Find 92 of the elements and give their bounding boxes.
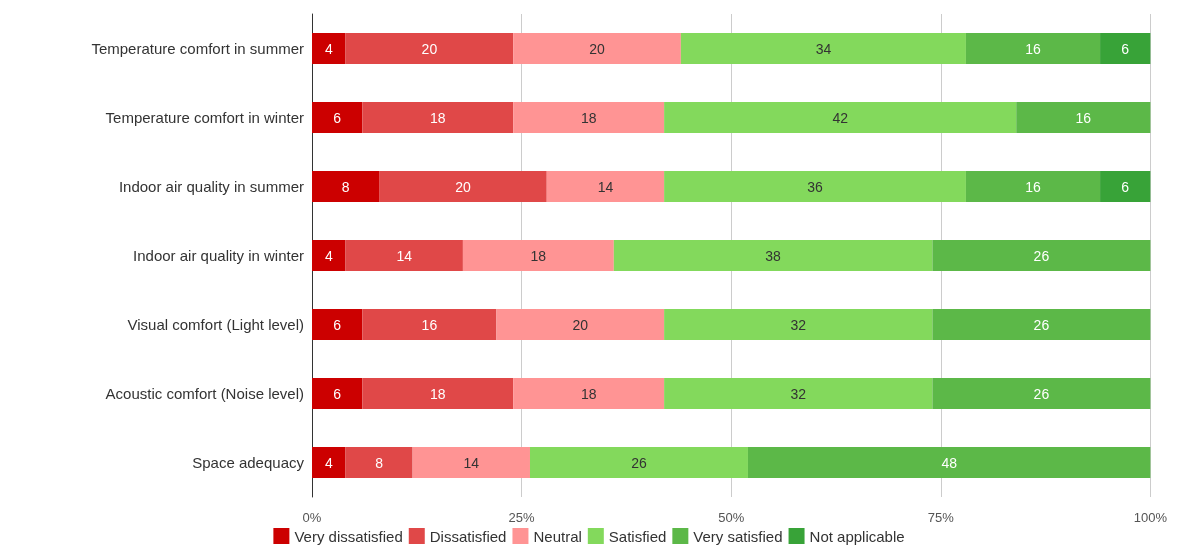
bar bbox=[462, 239, 614, 272]
bar bbox=[932, 239, 1151, 272]
x-tick-label: 50% bbox=[718, 510, 745, 525]
data-label: 18 bbox=[429, 385, 446, 402]
bar bbox=[312, 308, 363, 341]
bar bbox=[345, 446, 413, 479]
bar bbox=[932, 308, 1151, 341]
data-label: 20 bbox=[572, 316, 589, 333]
data-label: 20 bbox=[589, 40, 606, 57]
data-label: 26 bbox=[631, 454, 647, 471]
data-label: 38 bbox=[765, 247, 782, 264]
bar bbox=[680, 32, 966, 65]
data-label: 18 bbox=[580, 109, 597, 126]
data-label: 4 bbox=[324, 40, 333, 57]
data-label: 16 bbox=[1075, 109, 1092, 126]
data-label: 8 bbox=[375, 454, 384, 471]
data-label: 32 bbox=[790, 316, 807, 333]
data-label: 26 bbox=[1033, 247, 1050, 264]
bar bbox=[513, 101, 665, 134]
y-tick-label: Indoor air quality in winter bbox=[133, 247, 304, 264]
x-tick-label: 0% bbox=[302, 510, 322, 525]
data-label: 14 bbox=[597, 178, 614, 195]
legend-label: Satisfied bbox=[608, 527, 667, 545]
bar bbox=[362, 308, 497, 341]
data-label: 14 bbox=[463, 454, 480, 471]
data-label: 6 bbox=[333, 109, 342, 126]
bar bbox=[362, 101, 514, 134]
bar bbox=[312, 446, 346, 479]
data-label: 6 bbox=[333, 316, 342, 333]
data-label: 18 bbox=[530, 247, 547, 264]
bar bbox=[345, 32, 514, 65]
data-label: 6 bbox=[1121, 40, 1130, 57]
y-tick-label: Visual comfort (Light level) bbox=[127, 316, 304, 333]
data-label: 26 bbox=[1033, 316, 1050, 333]
y-tick-label: Acoustic comfort (Noise level) bbox=[105, 385, 304, 402]
data-label: 16 bbox=[421, 316, 438, 333]
bar bbox=[965, 170, 1101, 203]
bar bbox=[1100, 170, 1151, 203]
bar bbox=[496, 308, 665, 341]
bar bbox=[965, 32, 1101, 65]
bar bbox=[664, 377, 933, 410]
bar bbox=[1100, 32, 1151, 65]
bar bbox=[312, 170, 380, 203]
data-label: 4 bbox=[324, 454, 333, 471]
bar bbox=[546, 170, 665, 203]
bar bbox=[664, 101, 1017, 134]
data-label: 4 bbox=[324, 247, 333, 264]
legend-label: Very dissatisfied bbox=[294, 527, 403, 545]
data-label: 18 bbox=[580, 385, 597, 402]
bar bbox=[1016, 101, 1151, 134]
bar bbox=[312, 377, 363, 410]
data-label: 32 bbox=[790, 385, 807, 402]
y-tick-label: Indoor air quality in summer bbox=[118, 178, 304, 195]
legend-label: Not applicable bbox=[809, 527, 905, 545]
data-label: 36 bbox=[807, 178, 824, 195]
bar bbox=[613, 239, 933, 272]
data-label: 14 bbox=[396, 247, 413, 264]
bar bbox=[664, 308, 933, 341]
data-label: 20 bbox=[421, 40, 438, 57]
x-tick-label: 75% bbox=[927, 510, 955, 525]
data-label: 42 bbox=[832, 109, 849, 126]
bar bbox=[312, 32, 346, 65]
data-label: 18 bbox=[429, 109, 446, 126]
bar bbox=[379, 170, 547, 203]
bar bbox=[932, 377, 1151, 410]
bar bbox=[529, 446, 748, 479]
legend-label: Neutral bbox=[533, 527, 582, 545]
data-label: 48 bbox=[941, 454, 958, 471]
bar bbox=[312, 101, 363, 134]
bar bbox=[312, 239, 346, 272]
data-label: 16 bbox=[1025, 178, 1041, 195]
y-tick-label: Temperature comfort in summer bbox=[91, 40, 304, 57]
legend-label: Dissatisfied bbox=[429, 527, 507, 545]
bar bbox=[362, 377, 514, 410]
bar bbox=[412, 446, 530, 479]
data-label: 34 bbox=[815, 40, 832, 57]
y-tick-label: Temperature comfort in winter bbox=[105, 109, 304, 126]
y-tick-label: Space adequacy bbox=[192, 454, 305, 471]
legend-label: Very satisfied bbox=[693, 527, 783, 545]
bar bbox=[664, 170, 966, 203]
data-label: 16 bbox=[1025, 40, 1041, 57]
bar bbox=[513, 377, 665, 410]
x-tick-label: 25% bbox=[508, 510, 536, 525]
bar bbox=[513, 32, 681, 65]
x-tick-label: 100% bbox=[1133, 510, 1168, 525]
data-label: 6 bbox=[1121, 178, 1130, 195]
data-label: 26 bbox=[1033, 385, 1050, 402]
data-label: 6 bbox=[333, 385, 342, 402]
bar bbox=[345, 239, 463, 272]
data-label: 8 bbox=[341, 178, 350, 195]
bar bbox=[747, 446, 1151, 479]
data-label: 20 bbox=[455, 178, 471, 195]
